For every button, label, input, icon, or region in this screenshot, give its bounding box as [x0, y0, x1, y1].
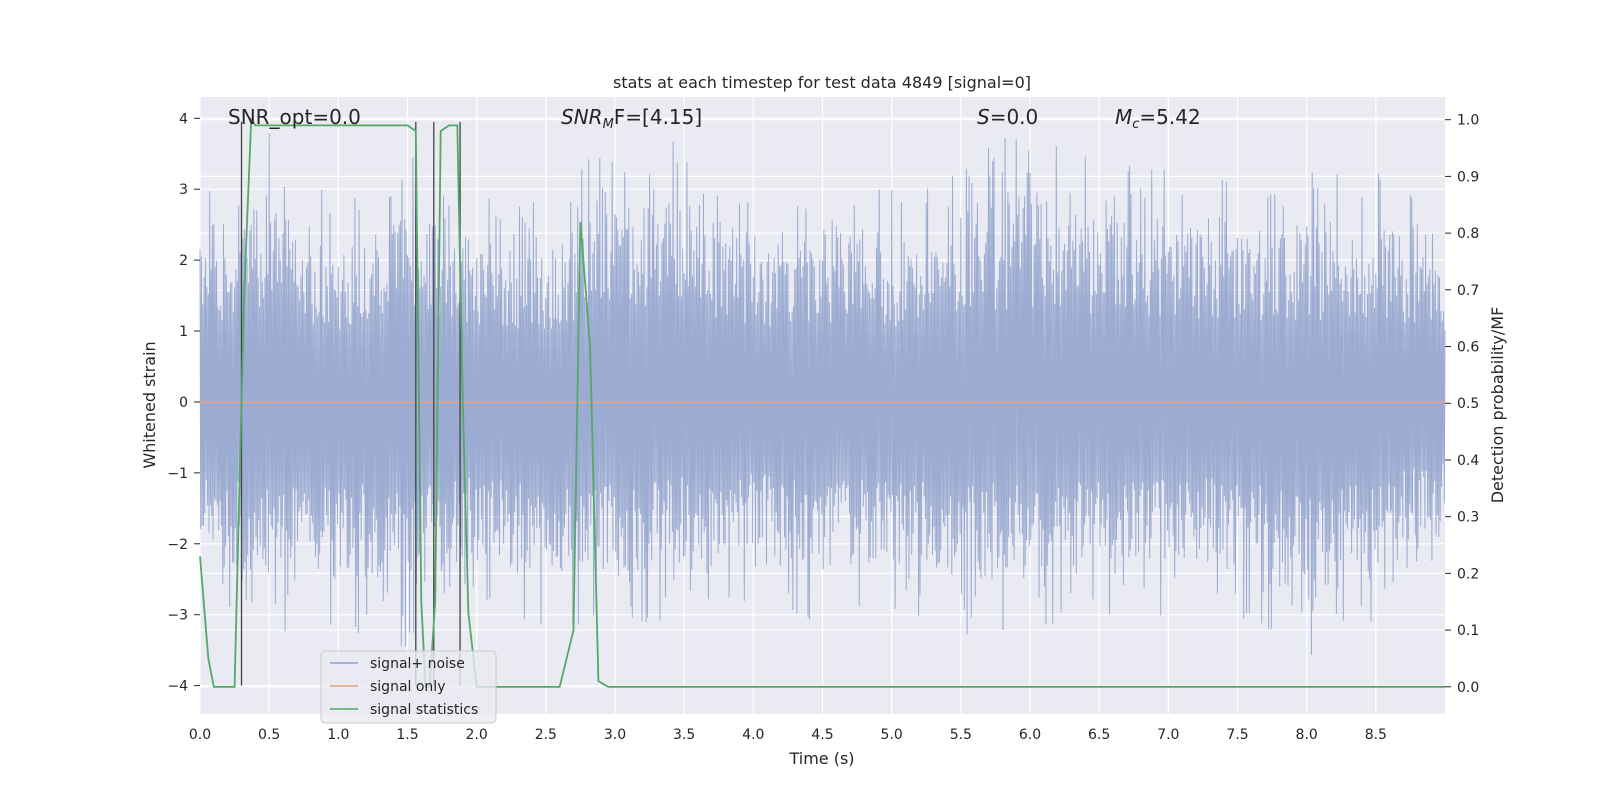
- legend-label-signal-only: signal only: [370, 679, 445, 695]
- legend-label-signal-statistics: signal statistics: [370, 702, 478, 718]
- x-tick-label: 0.0: [189, 727, 211, 743]
- x-tick-label: 1.0: [327, 727, 349, 743]
- right-y-tick-label: 0.2: [1457, 566, 1479, 582]
- right-y-tick-label: 0.4: [1457, 453, 1479, 469]
- legend: signal+ noise signal only signal statist…: [320, 650, 497, 724]
- y-tick-label: 3: [179, 182, 188, 198]
- right-y-tick-label: 0.8: [1457, 226, 1479, 242]
- right-y-tick-label: 0.9: [1457, 169, 1479, 185]
- x-tick-label: 7.5: [1226, 727, 1248, 743]
- y-tick-label: −1: [167, 466, 188, 482]
- right-y-axis-label: Detection probability/MF: [1488, 307, 1507, 504]
- x-tick-label: 3.0: [604, 727, 626, 743]
- annotation-snr-mf-symbol: SNR: [561, 105, 603, 129]
- x-axis-label: Time (s): [788, 749, 854, 768]
- x-tick-label: 6.0: [1019, 727, 1041, 743]
- y-tick-label: −2: [167, 537, 188, 553]
- x-tick-label: 2.5: [535, 727, 557, 743]
- right-y-axis-ticks: 0.0 0.1 0.2 0.3 0.4 0.5 0.6 0.7 0.8 0.9 1.0: [1445, 113, 1479, 696]
- right-y-tick-label: 0.1: [1457, 623, 1479, 639]
- x-tick-label: 4.0: [742, 727, 764, 743]
- annotation-mc: Mc=5.42: [1115, 105, 1201, 132]
- right-y-tick-label: 0.7: [1457, 283, 1479, 299]
- noise-line: [199, 132, 1446, 656]
- annotation-mc-subscript: c: [1132, 117, 1139, 132]
- x-tick-label: 8.5: [1365, 727, 1387, 743]
- y-axis-label: Whitened strain: [140, 341, 159, 468]
- annotation-mc-value: =5.42: [1139, 105, 1200, 129]
- annotation-s-symbol: S: [977, 105, 990, 129]
- annotation-snr-mf-subscript: M: [603, 117, 614, 132]
- x-axis-ticks: 0.0 0.5 1.0 1.5 2.0 2.5 3.0 3.5 4.0 4.5 5.0 5.5 6.0 6…: [189, 727, 1387, 743]
- right-y-tick-label: 0.3: [1457, 510, 1479, 526]
- legend-box: [320, 650, 497, 724]
- right-y-tick-label: 1.0: [1457, 113, 1479, 129]
- right-y-tick-label: 0.0: [1457, 680, 1479, 696]
- annotation-mc-symbol: M: [1115, 105, 1132, 129]
- x-tick-label: 1.5: [396, 727, 418, 743]
- y-tick-label: 1: [179, 324, 188, 340]
- x-tick-label: 7.0: [1157, 727, 1179, 743]
- annotation-snr-opt: SNR_opt=0.0: [228, 105, 361, 129]
- x-tick-label: 4.5: [811, 727, 833, 743]
- y-axis-ticks: −4 −3 −2 −1 0 1 2 3 4: [167, 111, 200, 695]
- annotation-snr-mf: SNRMF=[4.15]: [561, 105, 702, 132]
- y-tick-label: −3: [167, 608, 188, 624]
- y-tick-label: 0: [179, 395, 188, 411]
- series-signal-statistics: [199, 117, 1445, 688]
- x-tick-label: 5.0: [881, 727, 903, 743]
- x-tick-label: 5.5: [950, 727, 972, 743]
- y-tick-label: −4: [167, 679, 188, 695]
- annotation-s: S=0.0: [977, 105, 1038, 129]
- legend-label-signal-noise: signal+ noise: [370, 656, 465, 672]
- x-tick-label: 6.5: [1088, 727, 1110, 743]
- y-tick-label: 2: [179, 253, 188, 269]
- x-tick-label: 2.0: [466, 727, 488, 743]
- right-y-tick-label: 0.6: [1457, 340, 1479, 356]
- annotation-s-value: =0.0: [990, 105, 1039, 129]
- signal-statistics-line: [199, 117, 1445, 688]
- x-tick-label: 8.0: [1296, 727, 1318, 743]
- right-y-tick-label: 0.5: [1457, 396, 1479, 412]
- x-tick-label: 3.5: [673, 727, 695, 743]
- chart-title: stats at each timestep for test data 484…: [613, 73, 1031, 92]
- y-tick-label: 4: [179, 111, 188, 127]
- annotation-snr-mf-value: F=[4.15]: [614, 105, 702, 129]
- series-signal-noise: [199, 132, 1446, 656]
- x-tick-label: 0.5: [258, 727, 280, 743]
